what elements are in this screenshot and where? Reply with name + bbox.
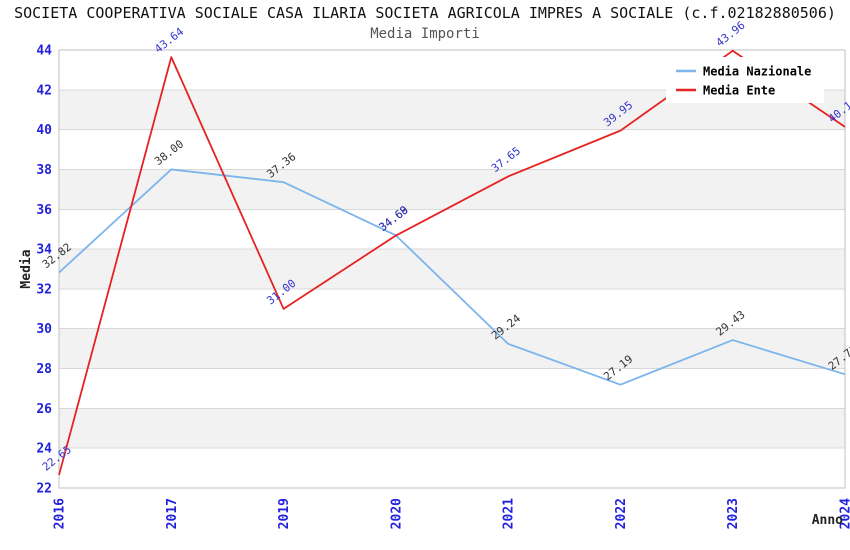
y-tick-label: 26: [36, 402, 52, 417]
y-tick-label: 40: [36, 123, 52, 138]
y-tick-label: 24: [36, 442, 52, 457]
x-tick-label: 2024: [839, 498, 850, 529]
y-tick-label: 34: [36, 243, 52, 258]
y-tick-label: 36: [36, 203, 52, 218]
chart-subtitle: Media Importi: [370, 26, 480, 42]
data-label: 38.00: [152, 137, 186, 168]
plot-border: [58, 49, 846, 489]
grid-band: [59, 408, 845, 449]
grid-band: [59, 328, 845, 369]
x-tick-label: 2019: [277, 498, 292, 529]
series-line-media-nazionale: [58, 168, 846, 386]
data-label: 43.64: [152, 25, 186, 56]
y-tick-label: 30: [36, 322, 52, 337]
x-axis-title: Anno: [812, 513, 843, 528]
legend-label: Media Nazionale: [703, 65, 811, 79]
x-tick-label: 2021: [502, 498, 517, 529]
x-tick-label: 2017: [165, 498, 180, 529]
y-tick-label: 44: [36, 44, 52, 59]
y-tick-label: 38: [36, 163, 52, 178]
y-axis-title: Media: [19, 249, 34, 288]
grid-band: [59, 169, 845, 210]
y-tick-label: 42: [36, 83, 52, 98]
legend-label: Media Ente: [703, 84, 775, 98]
x-tick-label: 2016: [53, 498, 68, 529]
grid-band: [59, 249, 845, 289]
y-tick-label: 28: [36, 362, 52, 377]
x-tick-label: 2020: [389, 498, 404, 529]
y-tick-label: 32: [36, 282, 52, 297]
y-tick-label: 22: [36, 482, 52, 497]
chart-title: SOCIETA COOPERATIVA SOCIALE CASA ILARIA …: [14, 4, 836, 22]
data-label: 43.96: [714, 19, 748, 50]
x-tick-label: 2023: [726, 498, 741, 529]
x-tick-label: 2022: [614, 498, 629, 529]
legend-box: [666, 57, 824, 103]
